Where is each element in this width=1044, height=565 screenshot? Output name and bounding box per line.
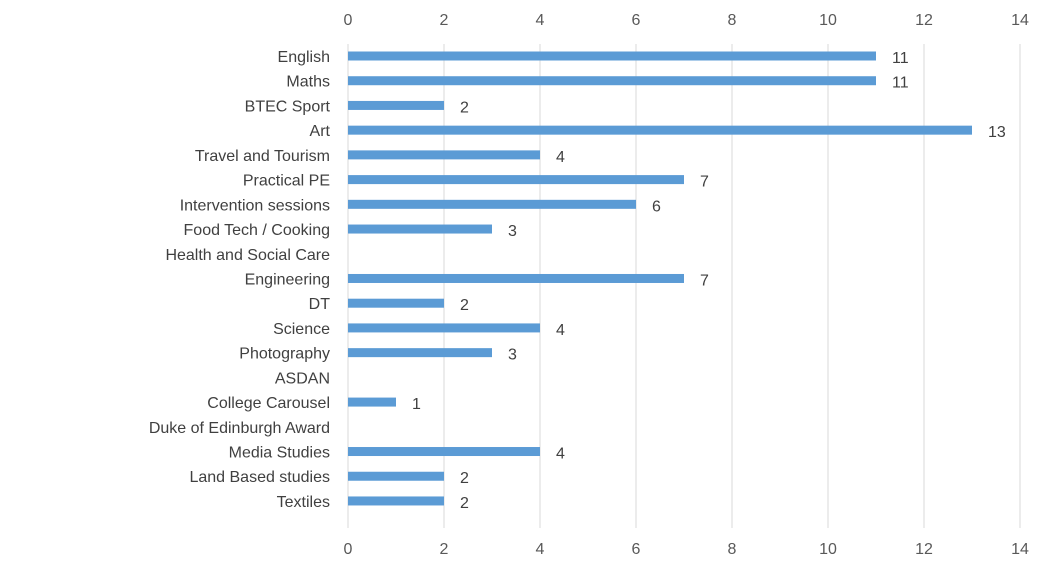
- x-tick-bottom-2: 2: [440, 541, 449, 558]
- bar: [348, 125, 972, 135]
- x-axis-bottom-tick-labels: 0 2 4 6 8 10 12 14: [344, 541, 1029, 558]
- x-tick-top-12: 12: [915, 12, 933, 29]
- bar: [348, 323, 540, 333]
- data-label: 13: [988, 124, 1006, 141]
- category-label: Intervention sessions: [180, 197, 330, 214]
- bar: [348, 397, 396, 407]
- x-tick-top-0: 0: [344, 12, 353, 29]
- bar: [348, 175, 684, 185]
- gridlines: [347, 44, 1021, 528]
- category-label: Practical PE: [243, 173, 330, 190]
- category-label: DT: [309, 296, 331, 313]
- data-label: 11: [892, 75, 909, 92]
- bar: [348, 51, 876, 61]
- data-label: 2: [460, 470, 469, 487]
- x-tick-top-8: 8: [728, 12, 737, 29]
- bar: [348, 100, 444, 110]
- category-label: BTEC Sport: [245, 98, 331, 115]
- category-labels: English Maths BTEC Sport Art Travel and Tour…: [149, 49, 331, 511]
- data-label: 2: [460, 495, 469, 512]
- category-label: Maths: [286, 74, 330, 91]
- data-label: 11: [892, 50, 909, 67]
- data-label: 2: [460, 99, 469, 116]
- x-axis-top-tick-labels: 0 2 4 6 8 10 12 14: [344, 12, 1029, 29]
- x-tick-bottom-0: 0: [344, 541, 353, 558]
- bar: [348, 471, 444, 481]
- data-label: 3: [508, 347, 517, 364]
- x-tick-top-4: 4: [536, 12, 545, 29]
- bar: [348, 76, 876, 86]
- category-label: English: [278, 49, 330, 66]
- category-label: Food Tech / Cooking: [184, 222, 330, 239]
- category-label: Health and Social Care: [165, 247, 330, 264]
- data-label: 7: [700, 174, 709, 191]
- bar: [348, 273, 684, 283]
- category-label: Travel and Tourism: [195, 148, 330, 165]
- data-label: 4: [556, 149, 565, 166]
- x-tick-bottom-14: 14: [1011, 541, 1029, 558]
- category-label: College Carousel: [207, 395, 330, 412]
- bar: [348, 224, 492, 234]
- bar: [348, 447, 540, 457]
- bar: [348, 199, 636, 209]
- x-tick-top-2: 2: [440, 12, 449, 29]
- bar: [348, 348, 492, 358]
- data-labels: 11 11 2 13 4 7 6 3 7 2 4 3 1 4 2 2: [412, 50, 1006, 512]
- category-label: Textiles: [277, 494, 330, 511]
- data-label: 7: [700, 272, 709, 289]
- data-label: 6: [652, 198, 661, 215]
- x-tick-top-10: 10: [819, 12, 837, 29]
- x-tick-bottom-8: 8: [728, 541, 737, 558]
- data-label: 4: [556, 446, 565, 463]
- data-label: 2: [460, 297, 469, 314]
- x-tick-bottom-6: 6: [632, 541, 641, 558]
- category-label: Duke of Edinburgh Award: [149, 420, 330, 437]
- x-tick-top-6: 6: [632, 12, 641, 29]
- bars: [348, 51, 972, 506]
- x-tick-bottom-4: 4: [536, 541, 545, 558]
- category-label: Science: [273, 321, 330, 338]
- bar: [348, 298, 444, 308]
- category-label: Media Studies: [229, 445, 330, 462]
- category-label: ASDAN: [275, 370, 330, 387]
- data-label: 1: [412, 396, 421, 413]
- category-label: Art: [310, 123, 331, 140]
- bar: [348, 496, 444, 506]
- data-label: 4: [556, 322, 565, 339]
- data-label: 3: [508, 223, 517, 240]
- category-label: Photography: [239, 346, 330, 363]
- x-tick-bottom-12: 12: [915, 541, 933, 558]
- x-tick-top-14: 14: [1011, 12, 1029, 29]
- x-tick-bottom-10: 10: [819, 541, 837, 558]
- category-label: Land Based studies: [189, 469, 330, 486]
- bar: [348, 150, 540, 160]
- category-label: Engineering: [245, 271, 330, 288]
